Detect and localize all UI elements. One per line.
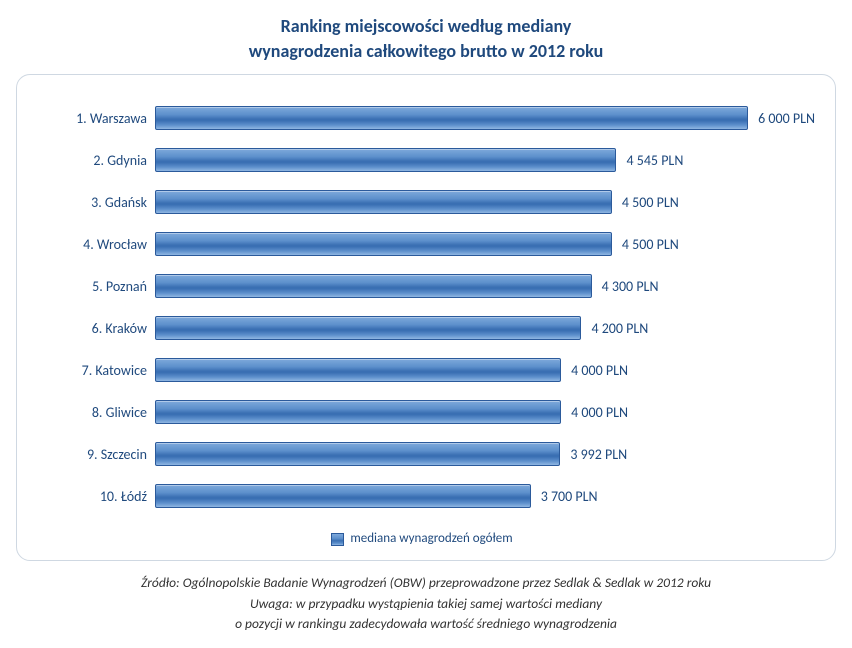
bar-row: 3. Gdańsk 4 500 PLN [29,181,815,223]
bar-track: 4 545 PLN [155,148,815,172]
bar-track: 4 300 PLN [155,274,815,298]
bar-label: 4. Wrocław [29,236,155,253]
bar-row: 8. Gliwice 4 000 PLN [29,391,815,433]
bar-track: 3 992 PLN [155,442,815,466]
bar [155,274,592,298]
bar-row: 9. Szczecin 3 992 PLN [29,433,815,475]
bar-row: 10. Łódź 3 700 PLN [29,475,815,517]
bar-track: 4 000 PLN [155,358,815,382]
title-line-1: Ranking miejscowości według mediany [0,14,852,39]
bar-label: 3. Gdańsk [29,194,155,211]
bar-track: 6 000 PLN [155,106,815,130]
bar-label: 2. Gdynia [29,152,155,169]
bar-label: 8. Gliwice [29,404,155,421]
bar-row: 2. Gdynia 4 545 PLN [29,139,815,181]
bar [155,400,561,424]
bar-label: 10. Łódź [29,488,155,505]
chart-title: Ranking miejscowości według mediany wyna… [0,0,852,74]
footer-line-1: Źródło: Ogólnopolskie Badanie Wynagrodze… [20,573,832,593]
bar-value: 4 200 PLN [591,320,648,337]
bar-value: 4 300 PLN [602,278,659,295]
bar [155,358,561,382]
bar-track: 4 500 PLN [155,232,815,256]
bar-label: 1. Warszawa [29,110,155,127]
footer-line-3: o pozycji w rankingu zadecydowała wartoś… [20,614,832,634]
bar [155,232,612,256]
source-footer: Źródło: Ogólnopolskie Badanie Wynagrodze… [0,569,852,648]
bar [155,316,581,340]
bar-label: 6. Kraków [29,320,155,337]
bar-row: 7. Katowice 4 000 PLN [29,349,815,391]
bar-label: 9. Szczecin [29,446,155,463]
bar-rows: 1. Warszawa 6 000 PLN 2. Gdynia 4 545 PLN 3.… [29,97,815,517]
bar-row: 1. Warszawa 6 000 PLN [29,97,815,139]
bar [155,148,616,172]
bar [155,190,612,214]
bar [155,442,560,466]
bar-track: 4 200 PLN [155,316,815,340]
bar-value: 4 000 PLN [571,362,628,379]
bar [155,106,748,130]
bar-value: 3 700 PLN [541,488,598,505]
legend-swatch-icon [331,533,344,546]
bar-value: 4 000 PLN [571,404,628,421]
chart-plot-area: 1. Warszawa 6 000 PLN 2. Gdynia 4 545 PLN 3.… [16,74,836,561]
bar-track: 3 700 PLN [155,484,815,508]
bar-track: 4 000 PLN [155,400,815,424]
footer-line-2: Uwaga: w przypadku wystąpienia takiej sa… [20,594,832,614]
bar-value: 4 500 PLN [622,236,679,253]
bar-value: 3 992 PLN [570,446,627,463]
bar-value: 4 500 PLN [622,194,679,211]
legend: mediana wynagrodzeń ogółem [29,531,815,546]
bar-row: 6. Kraków 4 200 PLN [29,307,815,349]
bar [155,484,531,508]
bar-value: 6 000 PLN [758,110,815,127]
bar-row: 4. Wrocław 4 500 PLN [29,223,815,265]
chart-container: Ranking miejscowości według mediany wyna… [0,0,852,648]
bar-track: 4 500 PLN [155,190,815,214]
legend-label: mediana wynagrodzeń ogółem [350,531,512,546]
bar-row: 5. Poznań 4 300 PLN [29,265,815,307]
bar-label: 7. Katowice [29,362,155,379]
bar-label: 5. Poznań [29,278,155,295]
bar-value: 4 545 PLN [626,152,683,169]
title-line-2: wynagrodzenia całkowitego brutto w 2012 … [0,39,852,64]
